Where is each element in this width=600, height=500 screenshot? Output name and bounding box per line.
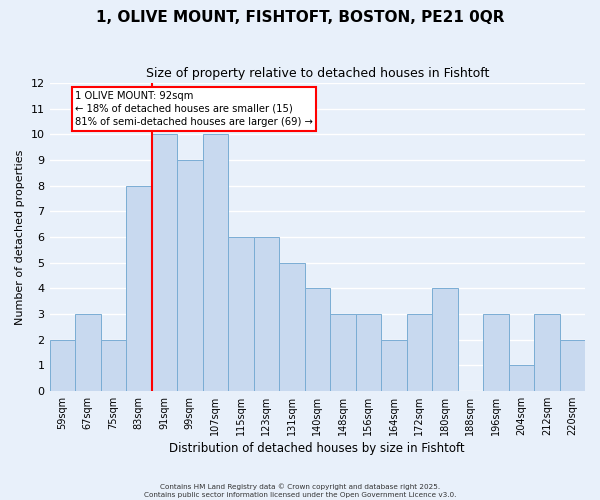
Bar [152, 134, 177, 391]
Bar [75, 314, 101, 391]
Text: Contains HM Land Registry data © Crown copyright and database right 2025.
Contai: Contains HM Land Registry data © Crown c… [144, 483, 456, 498]
Bar [279, 262, 305, 391]
Bar [330, 314, 356, 391]
Bar [254, 237, 279, 391]
Bar [560, 340, 585, 391]
Bar [407, 314, 432, 391]
Bar [50, 340, 75, 391]
Bar [483, 314, 509, 391]
Text: 1, OLIVE MOUNT, FISHTOFT, BOSTON, PE21 0QR: 1, OLIVE MOUNT, FISHTOFT, BOSTON, PE21 0… [96, 10, 504, 25]
Y-axis label: Number of detached properties: Number of detached properties [15, 149, 25, 324]
Title: Size of property relative to detached houses in Fishtoft: Size of property relative to detached ho… [146, 68, 489, 80]
Bar [534, 314, 560, 391]
Bar [203, 134, 228, 391]
Bar [432, 288, 458, 391]
X-axis label: Distribution of detached houses by size in Fishtoft: Distribution of detached houses by size … [169, 442, 465, 455]
Bar [126, 186, 152, 391]
Bar [356, 314, 381, 391]
Bar [101, 340, 126, 391]
Bar [381, 340, 407, 391]
Text: 1 OLIVE MOUNT: 92sqm
← 18% of detached houses are smaller (15)
81% of semi-detac: 1 OLIVE MOUNT: 92sqm ← 18% of detached h… [75, 90, 313, 127]
Bar [177, 160, 203, 391]
Bar [509, 365, 534, 391]
Bar [228, 237, 254, 391]
Bar [305, 288, 330, 391]
